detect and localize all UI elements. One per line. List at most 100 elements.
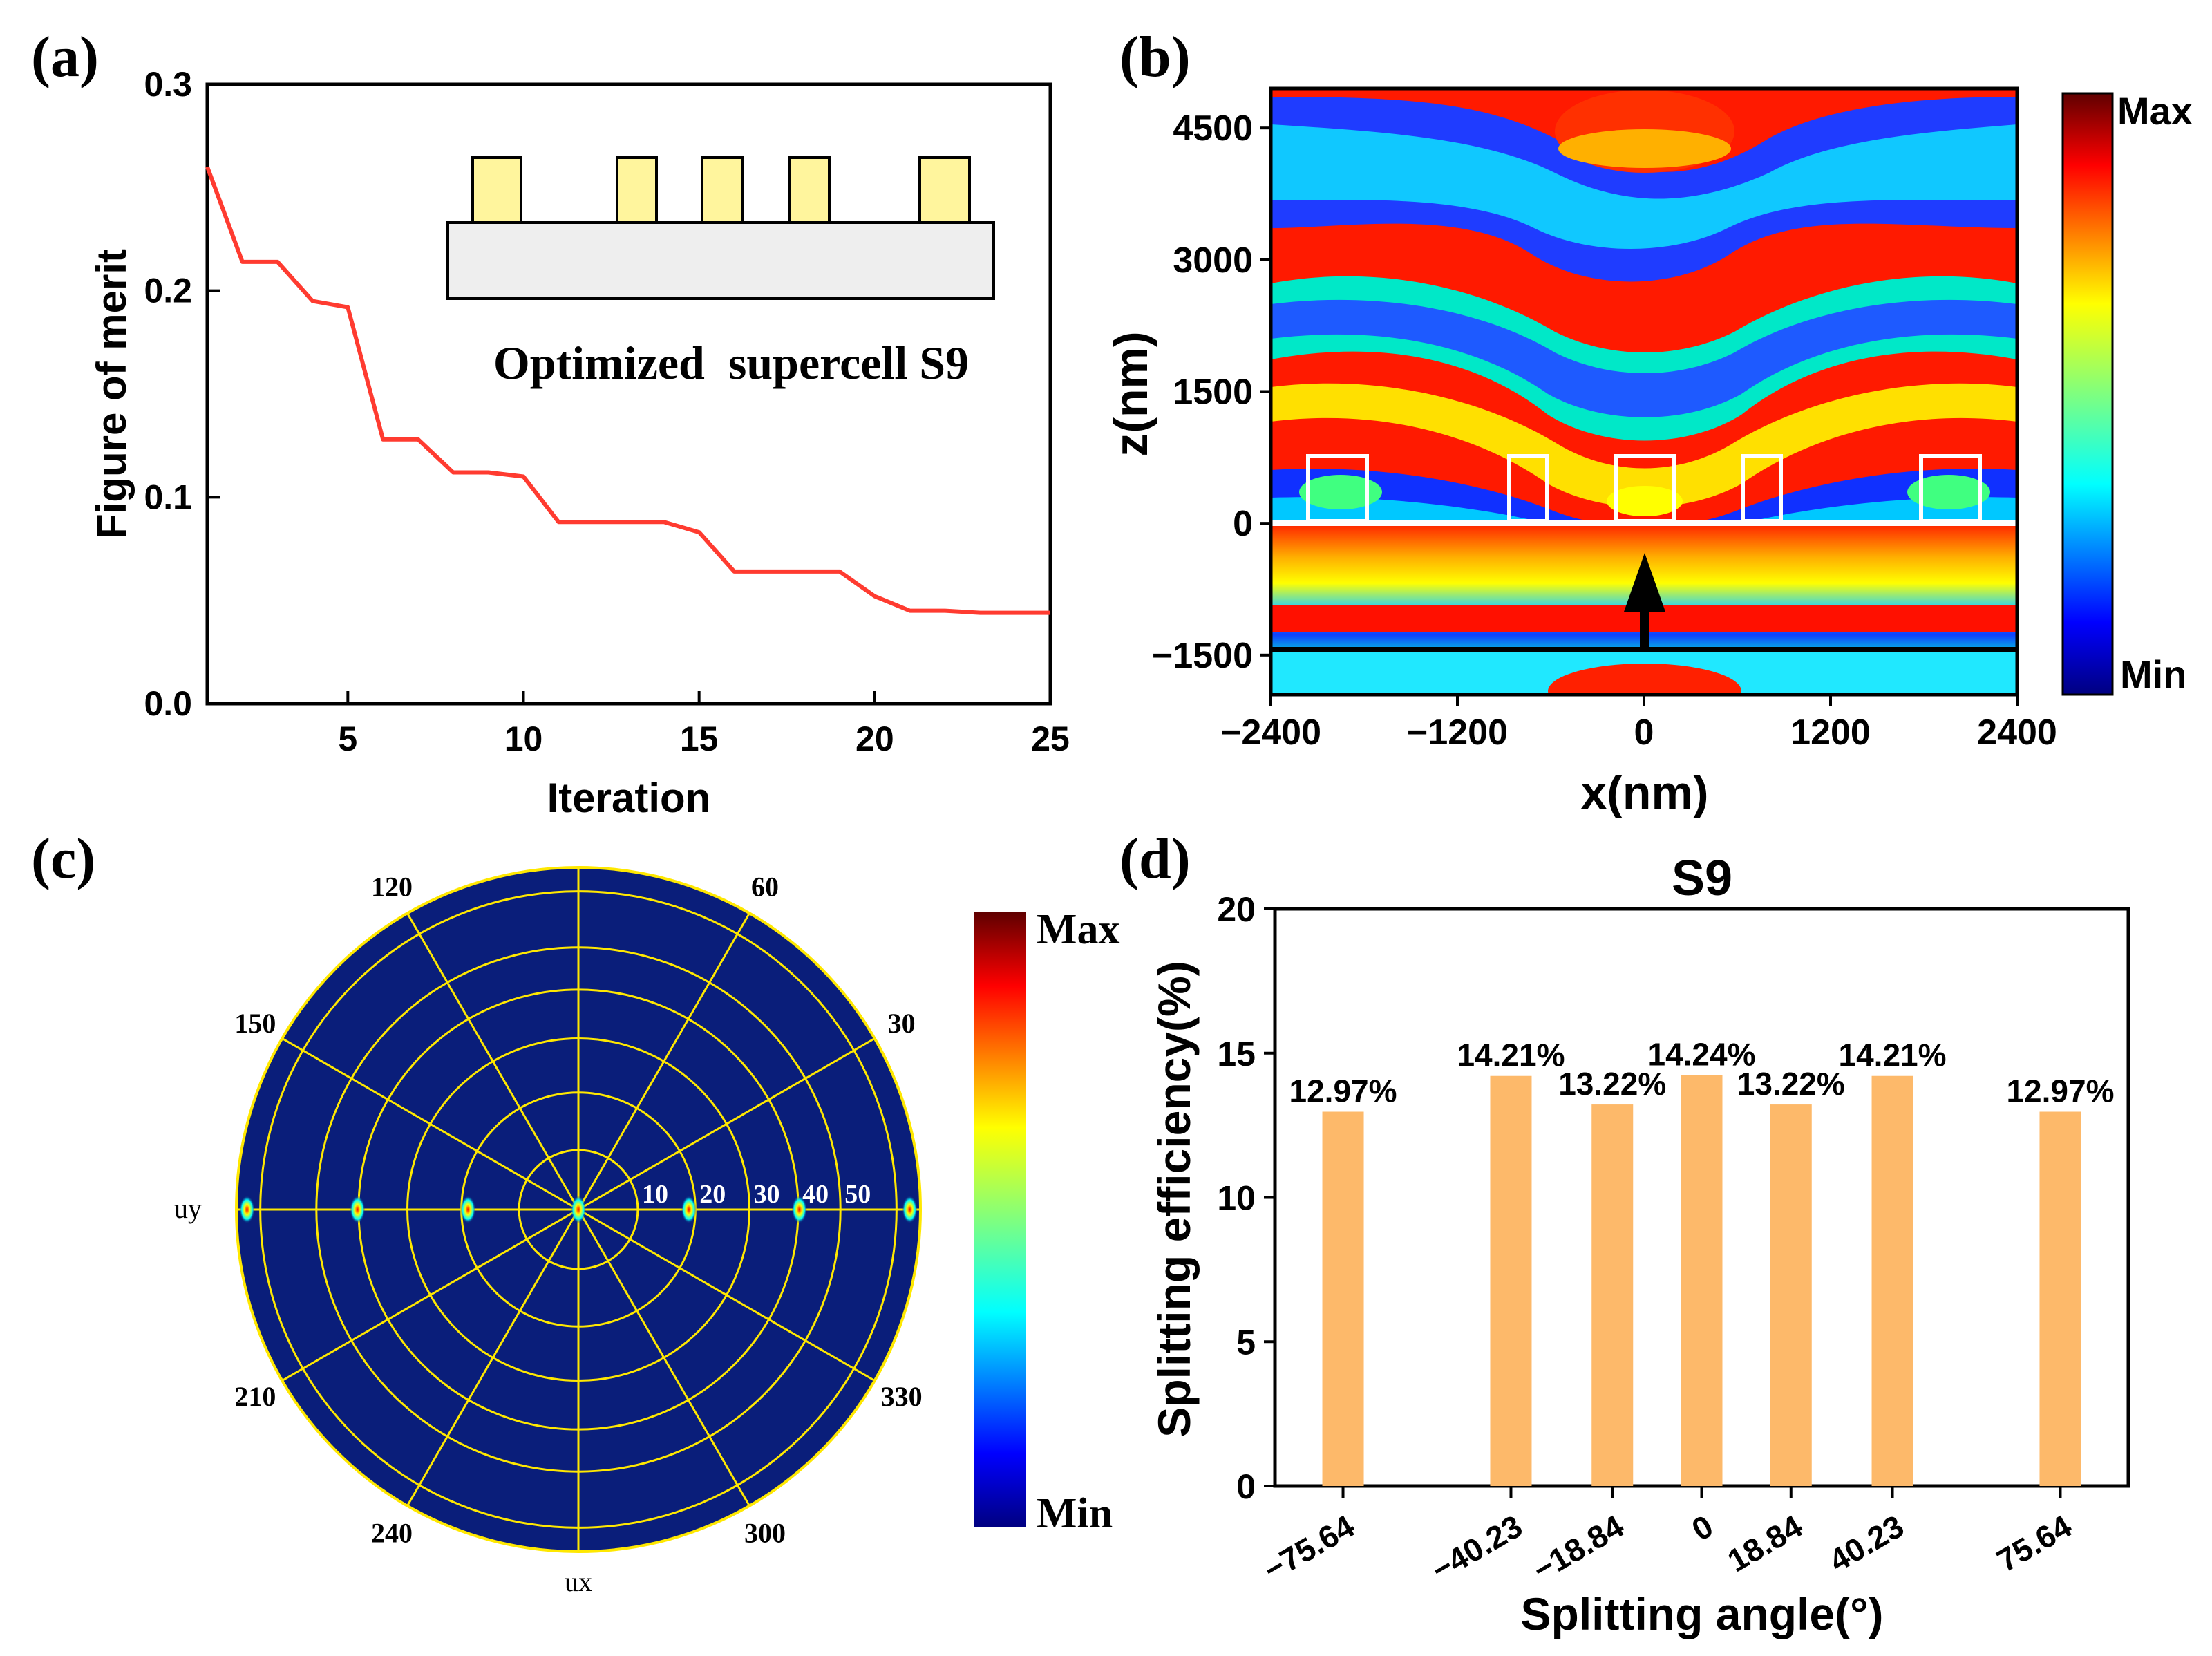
polar-angle-label: 240 [371, 1518, 413, 1549]
panel-d-title: S9 [1672, 851, 1732, 906]
x-tick-label: −18.84 [1526, 1507, 1629, 1588]
y-tick-label: 20 [1217, 890, 1256, 929]
diffraction-spot [460, 1196, 476, 1223]
bar-data-label: 14.21% [1839, 1037, 1947, 1073]
y-tick-label: 0.1 [144, 478, 192, 516]
polar-angle-label: 300 [744, 1518, 786, 1549]
x-tick-label: 0 [1634, 713, 1654, 753]
inset-caption: Optimized supercell S9 [493, 337, 969, 389]
x-tick-label: 15 [680, 719, 719, 758]
panel-d-ylabel: Splitting efficiency(%) [1148, 961, 1200, 1437]
panel-d: (d) S9 12.97%14.21%13.22%14.24%13.22%14.… [1119, 827, 2130, 1639]
bar [1490, 1075, 1532, 1486]
panel-b-ylabel: z(nm) [1105, 331, 1157, 456]
ridge-outline [1614, 454, 1676, 523]
x-tick-label: 5 [338, 719, 357, 758]
supercell-inset: Optimized supercell S9 [446, 156, 995, 389]
ridge-outline [1507, 454, 1549, 523]
x-tick-label: 10 [504, 719, 543, 758]
x-tick-label: −2400 [1220, 713, 1321, 753]
panel-b-colorbar [2061, 92, 2114, 696]
panel-c-colorbar-min: Min [1037, 1490, 1113, 1537]
y-tick-label: 3000 [1173, 241, 1253, 281]
bar [1681, 1075, 1723, 1486]
bar-data-label: 12.97% [1289, 1073, 1397, 1109]
panel-b-colorbar-max: Max [2117, 89, 2193, 133]
bar [1322, 1111, 1364, 1486]
incident-arrow-head [1624, 553, 1665, 612]
x-tick-label: −40.23 [1426, 1508, 1529, 1588]
ridge-outline [1306, 454, 1369, 523]
y-tick-label: 5 [1236, 1323, 1256, 1362]
polar-angle-label: 150 [234, 1008, 276, 1039]
y-tick-label: 0.2 [144, 272, 192, 310]
x-tick-label: 75.64 [1991, 1507, 2078, 1579]
panel-c-colorbar-max: Max [1037, 906, 1120, 953]
panel-a-frame [205, 82, 1052, 706]
panel-b: (b) [1105, 25, 2193, 819]
polar-radial-label: 30 [754, 1180, 780, 1209]
polar-axis-ux: ux [565, 1566, 592, 1597]
panel-b-letter: (b) [1119, 25, 1191, 89]
inset-ridge [616, 156, 658, 224]
panel-d-letter: (d) [1119, 827, 1191, 891]
inset-ridge [701, 156, 744, 224]
diffraction-spot [902, 1196, 918, 1223]
x-tick-label: 20 [856, 719, 894, 758]
inset-ridge [788, 156, 831, 224]
inset-substrate [446, 221, 995, 300]
bar-data-label: 14.24% [1647, 1036, 1755, 1072]
bar-data-label: 13.22% [1558, 1066, 1666, 1102]
polar-radial-label: 40 [802, 1180, 829, 1209]
x-tick-label: 1200 [1790, 713, 1871, 753]
inset-ridge [471, 156, 522, 224]
polar-angle-label: 210 [234, 1381, 276, 1412]
bar [1871, 1075, 1913, 1486]
y-tick-label: 1500 [1173, 373, 1253, 413]
bar-data-label: 13.22% [1737, 1066, 1845, 1102]
ridge-outline [1741, 454, 1783, 523]
polar-radial-label: 10 [642, 1180, 668, 1209]
y-tick-label: 0 [1233, 504, 1253, 544]
polar-labels: 30 60 120 150 210 240 300 330 10 20 30 40 50 [234, 871, 922, 1548]
polar-outer-ring [235, 866, 922, 1553]
bar [2039, 1111, 2081, 1486]
panel-b-xlabel: x(nm) [1580, 766, 1708, 819]
diffraction-spot [681, 1196, 697, 1223]
x-tick-label: −1200 [1407, 713, 1508, 753]
y-tick-label: 0.0 [144, 684, 192, 723]
diffraction-spot [791, 1196, 807, 1223]
bar [1770, 1104, 1812, 1486]
polar-angle-label: 60 [751, 871, 779, 902]
panel-a-xlabel: Iteration [547, 775, 711, 821]
diffraction-spot [350, 1196, 366, 1223]
polar-axis-uy: uy [174, 1193, 202, 1224]
polar-angle-label: 120 [371, 871, 413, 902]
polar-radial-label: 50 [844, 1180, 871, 1209]
polar-radial-label: 20 [699, 1180, 726, 1209]
ridge-outline [1919, 454, 1982, 523]
panel-a-letter: (a) [31, 25, 99, 89]
x-tick-label: 25 [1031, 719, 1070, 758]
panel-c-letter: (c) [31, 827, 95, 891]
panel-a: (a) 5 10 15 20 25 0.0 0.1 0.2 0.3 Iteration Figu… [31, 25, 1070, 821]
panel-d-bars: 12.97%14.21%13.22%14.24%13.22%14.21%12.9… [1289, 1036, 2114, 1486]
bar-data-label: 14.21% [1457, 1037, 1565, 1073]
y-tick-label: 0 [1236, 1467, 1256, 1506]
x-tick-label: 18.84 [1721, 1507, 1808, 1579]
x-tick-label: 40.23 [1823, 1508, 1910, 1579]
panel-a-axes: 5 10 15 20 25 0.0 0.1 0.2 0.3 [144, 65, 1069, 758]
x-tick-label: 0 [1685, 1508, 1719, 1548]
x-tick-label: −75.64 [1258, 1507, 1361, 1588]
diffraction-spot [239, 1196, 255, 1223]
y-tick-label: 4500 [1173, 109, 1253, 149]
y-tick-label: −1500 [1152, 636, 1253, 676]
figure-of-merit-line [205, 166, 1050, 615]
panel-c-colorbar [974, 912, 1026, 1527]
panel-b-colorbar-min: Min [2120, 652, 2186, 696]
x-tick-label: 2400 [1977, 713, 2057, 753]
diffraction-spot [571, 1196, 586, 1223]
bar [1591, 1104, 1634, 1486]
